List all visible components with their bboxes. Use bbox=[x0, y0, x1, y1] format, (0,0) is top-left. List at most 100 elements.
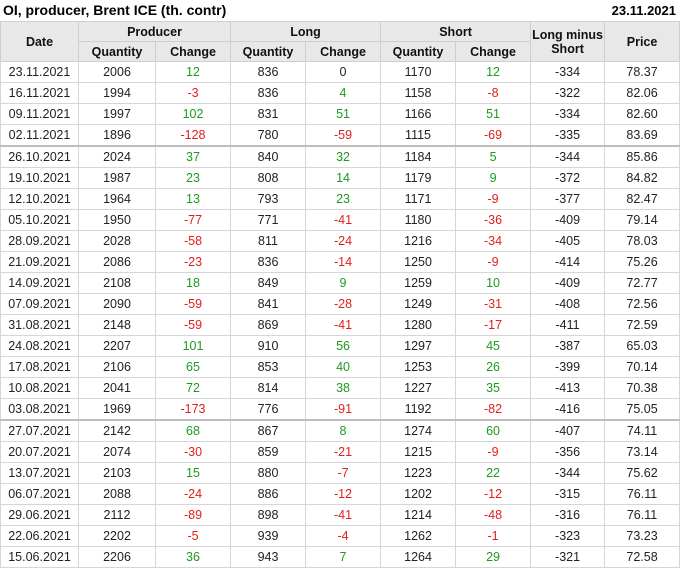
cell-date: 20.07.2021 bbox=[0, 441, 79, 463]
header-bar: OI, producer, Brent ICE (th. contr) 23.1… bbox=[0, 0, 680, 21]
cell-short-change: -9 bbox=[455, 251, 532, 273]
cell-producer-quantity: 2090 bbox=[78, 293, 156, 315]
cell-producer-change: 102 bbox=[154, 103, 232, 125]
cell-short-change: 51 bbox=[455, 103, 532, 125]
header-long-change: Change bbox=[305, 41, 382, 62]
cell-producer-quantity: 2108 bbox=[78, 272, 156, 294]
cell-short-quantity: 1259 bbox=[380, 272, 457, 294]
cell-long-minus-short: -414 bbox=[530, 251, 606, 273]
cell-long-change: -7 bbox=[305, 462, 382, 484]
cell-price: 82.60 bbox=[604, 103, 680, 125]
cell-producer-change: 37 bbox=[154, 145, 232, 168]
cell-producer-change: 101 bbox=[154, 335, 232, 357]
cell-long-minus-short: -411 bbox=[530, 314, 606, 336]
cell-producer-change: -77 bbox=[154, 209, 232, 231]
cell-long-quantity: 849 bbox=[230, 272, 307, 294]
cell-short-change: 9 bbox=[455, 167, 532, 189]
cell-date: 09.11.2021 bbox=[0, 103, 79, 125]
cell-price: 72.56 bbox=[604, 293, 680, 315]
cell-long-quantity: 943 bbox=[230, 546, 307, 568]
cell-short-change: -17 bbox=[455, 314, 532, 336]
cell-producer-change: -59 bbox=[154, 293, 232, 315]
cell-date: 14.09.2021 bbox=[0, 272, 79, 294]
header-price: Price bbox=[604, 21, 680, 62]
cell-long-change: -28 bbox=[305, 293, 382, 315]
cell-long-minus-short: -344 bbox=[530, 462, 606, 484]
cell-producer-quantity: 1997 bbox=[78, 103, 156, 125]
cell-short-change: 10 bbox=[455, 272, 532, 294]
table-row: 19.10.2021 1987 23 808 14 1179 9 -372 84.82 bbox=[0, 167, 680, 189]
cell-long-quantity: 939 bbox=[230, 525, 307, 547]
cell-long-quantity: 771 bbox=[230, 209, 307, 231]
cell-long-minus-short: -344 bbox=[530, 145, 606, 168]
cell-long-change: -41 bbox=[305, 504, 382, 526]
cell-short-change: -8 bbox=[455, 82, 532, 104]
table-row: 06.07.2021 2088 -24 886 -12 1202 -12 -315 76.11 bbox=[0, 483, 680, 505]
cell-producer-quantity: 1987 bbox=[78, 167, 156, 189]
cell-long-quantity: 910 bbox=[230, 335, 307, 357]
cell-producer-quantity: 2006 bbox=[78, 61, 156, 83]
cell-short-change: 22 bbox=[455, 462, 532, 484]
cell-short-quantity: 1249 bbox=[380, 293, 457, 315]
cell-producer-change: -24 bbox=[154, 483, 232, 505]
table-row: 14.09.2021 2108 18 849 9 1259 10 -409 72.77 bbox=[0, 272, 680, 294]
cell-long-minus-short: -315 bbox=[530, 483, 606, 505]
cell-date: 26.10.2021 bbox=[0, 145, 79, 168]
cell-long-change: 40 bbox=[305, 356, 382, 378]
cell-producer-change: -89 bbox=[154, 504, 232, 526]
cell-price: 82.47 bbox=[604, 188, 680, 210]
cell-long-change: 14 bbox=[305, 167, 382, 189]
cell-date: 13.07.2021 bbox=[0, 462, 79, 484]
cell-short-quantity: 1215 bbox=[380, 441, 457, 463]
cell-short-quantity: 1170 bbox=[380, 61, 457, 83]
table-row: 17.08.2021 2106 65 853 40 1253 26 -399 70.14 bbox=[0, 356, 680, 378]
cell-long-quantity: 859 bbox=[230, 441, 307, 463]
cell-price: 74.11 bbox=[604, 419, 680, 442]
cell-short-quantity: 1115 bbox=[380, 124, 457, 147]
cell-long-change: -14 bbox=[305, 251, 382, 273]
header-long-quantity: Quantity bbox=[230, 41, 307, 62]
cell-short-quantity: 1184 bbox=[380, 145, 457, 168]
cell-short-quantity: 1202 bbox=[380, 483, 457, 505]
cell-price: 65.03 bbox=[604, 335, 680, 357]
table-row: 26.10.2021 2024 37 840 32 1184 5 -344 85.86 bbox=[0, 145, 680, 168]
cell-producer-change: -5 bbox=[154, 525, 232, 547]
table-row: 29.06.2021 2112 -89 898 -41 1214 -48 -316 76.11 bbox=[0, 504, 680, 526]
cell-date: 17.08.2021 bbox=[0, 356, 79, 378]
cell-short-quantity: 1166 bbox=[380, 103, 457, 125]
cell-short-quantity: 1280 bbox=[380, 314, 457, 336]
table-row: 27.07.2021 2142 68 867 8 1274 60 -407 74.11 bbox=[0, 419, 680, 442]
cell-producer-quantity: 2148 bbox=[78, 314, 156, 336]
cell-price: 72.59 bbox=[604, 314, 680, 336]
cell-price: 75.62 bbox=[604, 462, 680, 484]
cell-producer-change: -30 bbox=[154, 441, 232, 463]
cell-producer-quantity: 2207 bbox=[78, 335, 156, 357]
cell-date: 05.10.2021 bbox=[0, 209, 79, 231]
cell-producer-change: 65 bbox=[154, 356, 232, 378]
cell-price: 78.37 bbox=[604, 61, 680, 83]
oi-table: Date Producer Long Short Long minus Shor… bbox=[0, 21, 680, 568]
cell-price: 75.26 bbox=[604, 251, 680, 273]
cell-long-quantity: 814 bbox=[230, 377, 307, 399]
table-row: 13.07.2021 2103 15 880 -7 1223 22 -344 75.62 bbox=[0, 462, 680, 484]
cell-producer-quantity: 2041 bbox=[78, 377, 156, 399]
cell-short-change: 60 bbox=[455, 419, 532, 442]
cell-price: 73.14 bbox=[604, 441, 680, 463]
cell-date: 29.06.2021 bbox=[0, 504, 79, 526]
cell-price: 70.14 bbox=[604, 356, 680, 378]
cell-long-quantity: 780 bbox=[230, 124, 307, 147]
cell-long-change: 8 bbox=[305, 419, 382, 442]
cell-long-change: 32 bbox=[305, 145, 382, 168]
cell-producer-change: -128 bbox=[154, 124, 232, 147]
cell-producer-quantity: 1950 bbox=[78, 209, 156, 231]
table-row: 05.10.2021 1950 -77 771 -41 1180 -36 -409 79.14 bbox=[0, 209, 680, 231]
cell-price: 82.06 bbox=[604, 82, 680, 104]
cell-producer-quantity: 1969 bbox=[78, 398, 156, 421]
cell-date: 15.06.2021 bbox=[0, 546, 79, 568]
cell-long-quantity: 836 bbox=[230, 82, 307, 104]
cell-long-minus-short: -407 bbox=[530, 419, 606, 442]
cell-short-change: 35 bbox=[455, 377, 532, 399]
cell-producer-change: 23 bbox=[154, 167, 232, 189]
cell-short-quantity: 1227 bbox=[380, 377, 457, 399]
table-row: 02.11.2021 1896 -128 780 -59 1115 -69 -335 83.69 bbox=[0, 124, 680, 147]
